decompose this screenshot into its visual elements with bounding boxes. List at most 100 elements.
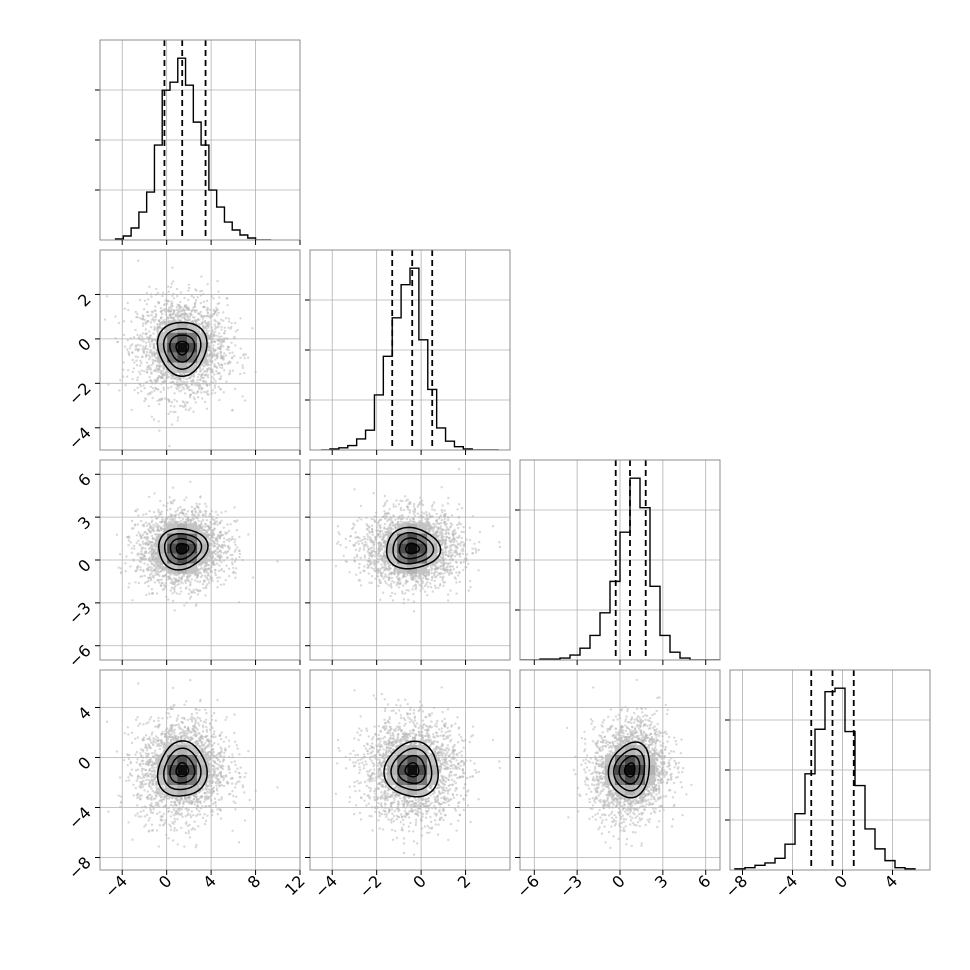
scatter-point: [154, 525, 157, 528]
scatter-point: [196, 390, 200, 394]
scatter-point: [165, 293, 168, 296]
scatter-point: [179, 586, 182, 590]
scatter-point: [219, 375, 223, 378]
scatter-point: [173, 590, 176, 593]
scatter-point: [165, 517, 169, 520]
scatter-point: [162, 374, 165, 377]
scatter-point: [174, 314, 178, 317]
scatter-point: [236, 361, 239, 364]
scatter-point: [176, 384, 179, 388]
scatter-point: [140, 550, 143, 553]
scatter-point: [218, 296, 221, 299]
scatter-point: [356, 555, 359, 558]
scatter-point: [212, 378, 216, 381]
scatter-point: [148, 314, 151, 317]
scatter-point: [209, 370, 212, 374]
scatter-point: [450, 514, 454, 517]
scatter-point: [154, 569, 157, 572]
scatter-point: [159, 307, 163, 310]
scatter-point: [146, 563, 149, 566]
scatter-point: [231, 535, 234, 539]
scatter-point: [158, 399, 161, 402]
scatter-point: [187, 377, 190, 380]
scatter-point: [212, 344, 215, 347]
scatter-point: [139, 338, 142, 341]
scatter-point: [187, 289, 190, 292]
scatter-point: [189, 584, 192, 587]
scatter-point: [165, 302, 169, 306]
scatter-point: [206, 392, 209, 396]
scatter-point: [150, 364, 153, 367]
scatter-point: [203, 510, 207, 513]
scatter-point: [131, 370, 135, 374]
scatter-point: [211, 370, 214, 374]
scatter-point: [218, 559, 221, 562]
scatter-point: [171, 519, 174, 522]
contour-line: [175, 340, 190, 356]
scatter-point: [146, 569, 149, 572]
scatter-point: [170, 580, 174, 584]
scatter-point: [203, 370, 206, 373]
scatter-point: [222, 319, 225, 322]
scatter-point: [238, 535, 241, 539]
scatter-point: [114, 315, 117, 318]
scatter-point: [220, 363, 223, 366]
scatter-point: [208, 322, 211, 326]
scatter-point: [196, 593, 200, 596]
scatter-point: [148, 547, 151, 551]
scatter-point: [159, 499, 162, 503]
scatter-point: [178, 404, 182, 408]
scatter-point: [169, 404, 173, 408]
scatter-point: [136, 568, 139, 571]
scatter-point: [147, 368, 150, 371]
scatter-point: [173, 312, 176, 315]
scatter-point: [383, 512, 387, 515]
scatter-point: [158, 429, 161, 432]
scatter-point: [210, 539, 214, 542]
scatter-point: [151, 338, 155, 342]
scatter-point: [210, 331, 213, 335]
scatter-point: [122, 368, 125, 371]
scatter-point: [133, 361, 136, 364]
scatter-point: [150, 318, 154, 321]
density-cell: [167, 352, 178, 363]
scatter-point: [173, 377, 177, 380]
scatter-point: [150, 295, 153, 298]
scatter-point: [143, 574, 146, 577]
scatter-point: [230, 357, 234, 360]
scatter-point: [211, 561, 214, 564]
scatter-point: [156, 291, 160, 295]
scatter-point: [162, 584, 166, 587]
scatter-point: [200, 314, 203, 317]
scatter-point: [119, 379, 122, 382]
scatter-point: [201, 317, 204, 320]
scatter-point: [166, 398, 170, 401]
scatter-point: [449, 546, 452, 549]
scatter-point: [164, 397, 167, 400]
scatter-point: [217, 347, 220, 350]
scatter-point: [172, 410, 175, 414]
scatter-point: [276, 560, 279, 563]
scatter-point: [150, 516, 153, 519]
scatter-point: [141, 524, 144, 527]
scatter-point: [203, 400, 207, 404]
scatter-point: [203, 514, 206, 517]
scatter-point: [172, 499, 175, 503]
scatter-point: [119, 567, 123, 570]
scatter-point: [157, 420, 160, 423]
scatter-point: [139, 359, 142, 362]
scatter-point: [151, 529, 154, 532]
scatter-point: [209, 542, 212, 545]
scatter-point: [230, 322, 233, 325]
scatter-point: [199, 290, 202, 293]
scatter-point: [164, 586, 167, 589]
scatter-point: [177, 315, 180, 318]
scatter-point: [218, 536, 221, 540]
scatter-point: [212, 308, 215, 312]
scatter-point: [234, 520, 238, 523]
scatter-point: [173, 383, 176, 386]
scatter-point: [152, 526, 155, 529]
scatter-point: [139, 364, 142, 367]
scatter-point: [136, 343, 139, 347]
scatter-point: [213, 386, 216, 389]
